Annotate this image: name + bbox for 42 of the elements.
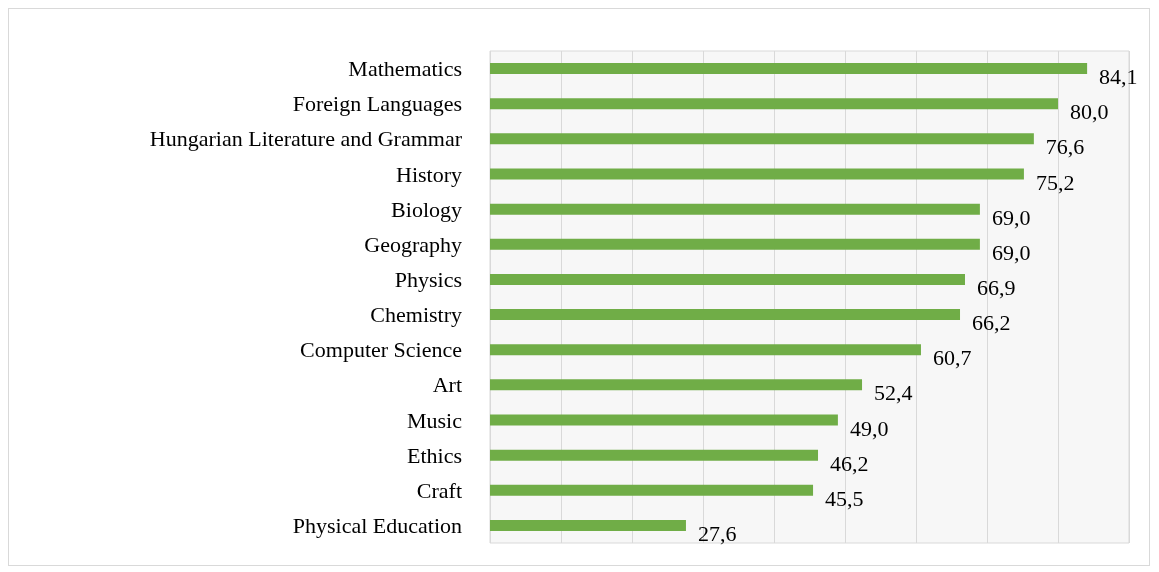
bar	[490, 273, 965, 285]
data-label: 27,6	[697, 520, 737, 546]
data-label: 69,0	[991, 204, 1031, 230]
data-label: 66,2	[972, 310, 1011, 336]
bar	[490, 133, 1034, 145]
bar	[490, 519, 686, 531]
bar	[490, 98, 1058, 110]
bar	[490, 449, 819, 461]
data-label: 49,0	[849, 415, 889, 441]
y-tick-label: Physics	[394, 266, 462, 292]
bar	[490, 238, 980, 250]
bar	[490, 63, 1088, 75]
y-tick-label: Physical Education	[292, 512, 462, 538]
bar	[490, 379, 863, 391]
bar	[490, 309, 961, 321]
bar	[490, 484, 814, 496]
y-tick-label: Mathematics	[348, 56, 462, 82]
data-label: 52,4	[874, 380, 913, 406]
y-tick-label: Craft	[416, 477, 462, 503]
data-label: 76,6	[1045, 134, 1085, 160]
data-label: 60,7	[932, 345, 972, 371]
bar	[490, 414, 838, 426]
y-tick-label: Ethics	[407, 442, 462, 468]
data-label: 66,9	[976, 274, 1016, 300]
data-label: 69,0	[991, 239, 1031, 265]
y-tick-label: Computer Science	[300, 337, 462, 363]
y-tick-label: Hungarian Literature and Grammar	[149, 126, 463, 152]
y-tick-label: History	[396, 161, 462, 187]
data-label: 45,5	[825, 485, 864, 511]
bar	[490, 203, 980, 215]
bar	[490, 168, 1024, 180]
bar	[490, 344, 921, 356]
data-label: 84,1	[1099, 64, 1138, 90]
y-tick-label: Foreign Languages	[292, 91, 462, 117]
data-label: 46,2	[830, 450, 869, 476]
y-tick-label: Art	[432, 372, 462, 398]
y-tick-label: Biology	[391, 196, 462, 222]
y-tick-label: Music	[407, 407, 463, 433]
data-label: 75,2	[1035, 169, 1075, 195]
data-label: 80,0	[1070, 99, 1109, 125]
y-tick-label: Geography	[364, 231, 462, 257]
y-tick-label: Chemistry	[370, 302, 462, 328]
